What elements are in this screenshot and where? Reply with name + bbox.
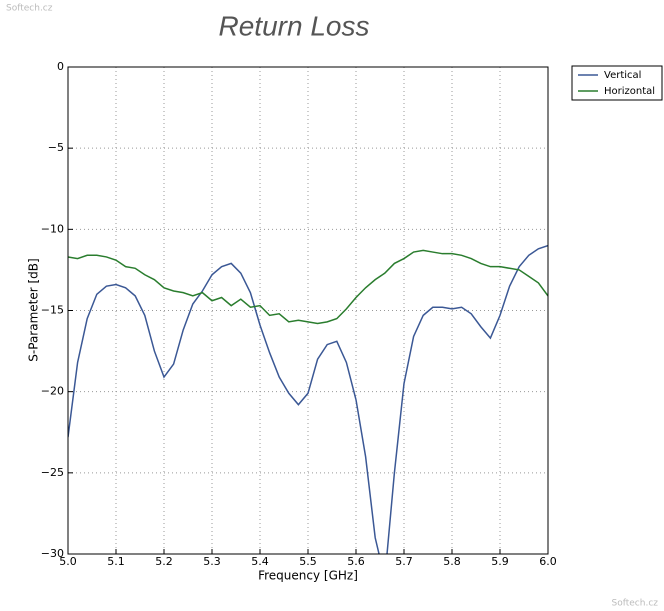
plot-lines [68, 244, 548, 554]
y-tick-label: −15 [41, 304, 64, 317]
x-tick-label: 5.1 [107, 555, 125, 568]
x-tick-label: 5.7 [395, 555, 413, 568]
legend-label: Horizontal [604, 86, 655, 97]
x-tick-label: 5.5 [299, 555, 317, 568]
y-axis-label: S-Parameter [dB] [27, 258, 41, 361]
y-tick-label: −30 [41, 547, 64, 560]
y-tick-label: 0 [57, 60, 64, 73]
x-tick-label: 5.8 [443, 555, 461, 568]
x-tick-label: 5.4 [251, 555, 269, 568]
legend-label: Vertical [604, 70, 641, 81]
series-line [68, 244, 548, 554]
plot-frame [67, 66, 549, 555]
chart-title: Return Loss [219, 10, 370, 41]
watermark: Softech.cz [612, 599, 659, 609]
legend: Vertical Horizontal [571, 65, 663, 101]
y-tick-label: −25 [41, 466, 64, 479]
x-tick-label: 5.9 [491, 555, 509, 568]
x-tick-label: 6.0 [539, 555, 557, 568]
x-axis-label: Frequency [GHz] [258, 569, 358, 583]
x-tick-label: 5.6 [347, 555, 365, 568]
series-line [68, 249, 548, 325]
y-tick-label: −10 [41, 222, 64, 235]
x-tick-label: 5.3 [203, 555, 221, 568]
x-tick-label: 5.0 [59, 555, 77, 568]
x-tick-label: 5.2 [155, 555, 173, 568]
legend-box [571, 65, 663, 101]
watermark: Softech.cz [6, 4, 53, 14]
y-tick-label: −20 [41, 385, 64, 398]
y-tick-label: −5 [48, 141, 64, 154]
